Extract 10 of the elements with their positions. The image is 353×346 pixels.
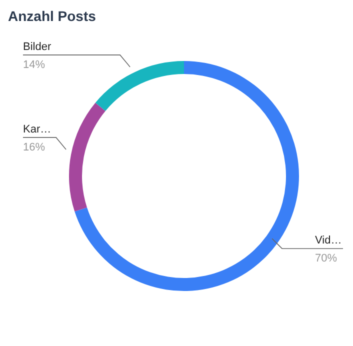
donut-slice xyxy=(74,61,299,291)
data-label: 16% xyxy=(23,141,46,154)
chart-title: Anzahl Posts xyxy=(8,8,97,26)
slice-label: Vid… xyxy=(315,234,342,247)
data-label: 70% xyxy=(315,252,338,265)
slice-label: Bilder xyxy=(23,40,52,53)
slice-label: Kar… xyxy=(23,123,52,136)
donut-slice xyxy=(95,61,184,111)
data-label: 14% xyxy=(23,58,46,71)
donut-slice xyxy=(69,102,106,212)
